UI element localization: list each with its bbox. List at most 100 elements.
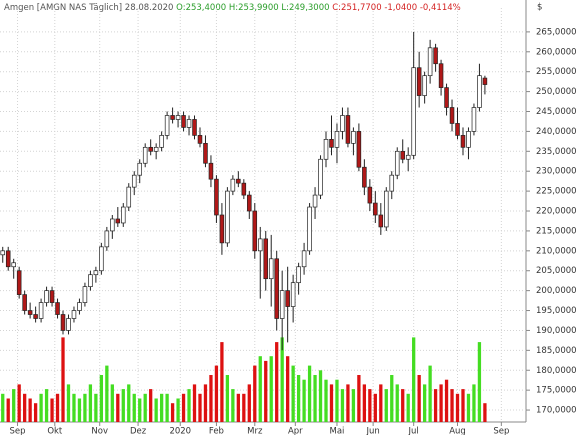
candle-body [99,246,104,272]
candle-body [263,238,269,280]
candle-body [175,115,181,120]
volume-bar [61,337,65,422]
volume-bar [428,365,432,422]
volume-bar [116,393,120,422]
candle-body [22,294,27,311]
x-tick-label: Apr [288,427,303,435]
candle-body [241,182,247,196]
candle-body [197,135,203,144]
volume-bar [313,375,317,422]
y-tick-label: 205,0000 [536,266,577,276]
candle-body [356,131,362,168]
chart-title: Amgen [AMGN NAS Täglich] 28.08.2020 [4,3,173,13]
volume-bar [258,356,262,422]
volume-bar [302,379,306,422]
candle-body [104,230,110,248]
candle-body [186,119,192,128]
candle-body [411,67,416,156]
volume-bar [401,389,405,422]
candle-body [225,190,230,244]
candle-body [367,186,373,204]
x-tick-label: Aug [449,427,466,435]
candle-body [312,194,318,208]
candle-body [471,107,477,132]
y-unit: $ [537,3,542,13]
volume-bar [225,375,230,422]
volume-bar [44,389,49,422]
volume-bar [220,342,224,422]
candle-body [131,174,137,188]
volume-bar [17,384,21,422]
volume-bar [165,393,169,422]
candle-body [60,314,66,331]
x-tick-label: Mai [330,427,345,435]
candle-body [296,266,301,284]
volume-bar [105,365,109,422]
volume-bar [269,356,273,422]
candle-body [55,302,60,315]
candle-body [433,47,438,65]
volume-bar [439,384,443,422]
candle-body [71,310,77,319]
candle-body [427,47,433,77]
volume-bar [483,403,487,422]
candle-body [405,154,411,160]
volume-bar [357,375,361,422]
candle-body [164,115,170,136]
candle-body [334,131,340,148]
volume-bar [181,393,186,422]
candle-body [137,162,142,176]
volume-bar [422,384,427,422]
candle-body [389,174,395,192]
y-tick-label: 185,0000 [536,346,577,356]
chart-header: Amgen [AMGN NAS Täglich] 28.08.2020 O:25… [4,3,461,13]
candle-body [110,218,115,232]
volume-bar [351,389,356,422]
candle-body [153,146,159,152]
candle-body [438,63,444,88]
candle-body [323,139,329,160]
volume-bar [138,398,142,422]
candle-body [49,290,55,303]
volume-bar [335,379,339,422]
volume-bar [236,393,240,422]
candle-body [345,115,351,144]
candle-body [203,142,208,164]
candle-body [449,107,455,124]
volume-bar [307,365,312,422]
volume-bar [55,393,60,422]
candle-body [268,258,274,280]
x-tick-label: Dez [130,427,147,435]
candle-body [82,286,88,303]
candle-body [219,214,225,244]
volume-bar [291,365,295,422]
volume-bar [379,384,383,422]
volume-bar [324,379,328,422]
quote-close: C:251,7700 [332,3,381,13]
volume-bar [373,393,377,422]
candle-body [307,206,312,252]
candle-body [77,302,82,311]
candle-body [93,270,99,276]
volume-bar [1,393,5,422]
candle-body [121,206,126,224]
candle-body [192,119,197,136]
candle-body [27,310,33,315]
x-tick-label: Mrz [247,427,263,435]
candle-body [38,302,44,319]
volume-bar [50,398,54,422]
volume-bar [461,389,465,422]
candle-body [33,314,38,319]
volume-bar [127,384,131,422]
volume-bar [209,375,213,422]
volume-bar [384,389,388,422]
volume-bar [346,384,350,422]
volume-bar [143,393,147,422]
volume-bar [275,342,279,422]
candle-body [0,250,6,256]
volume-bar [444,379,449,422]
volume-bar [247,384,251,422]
volume-bar [187,389,191,422]
volume-bar [329,384,334,422]
candle-body [290,282,296,307]
